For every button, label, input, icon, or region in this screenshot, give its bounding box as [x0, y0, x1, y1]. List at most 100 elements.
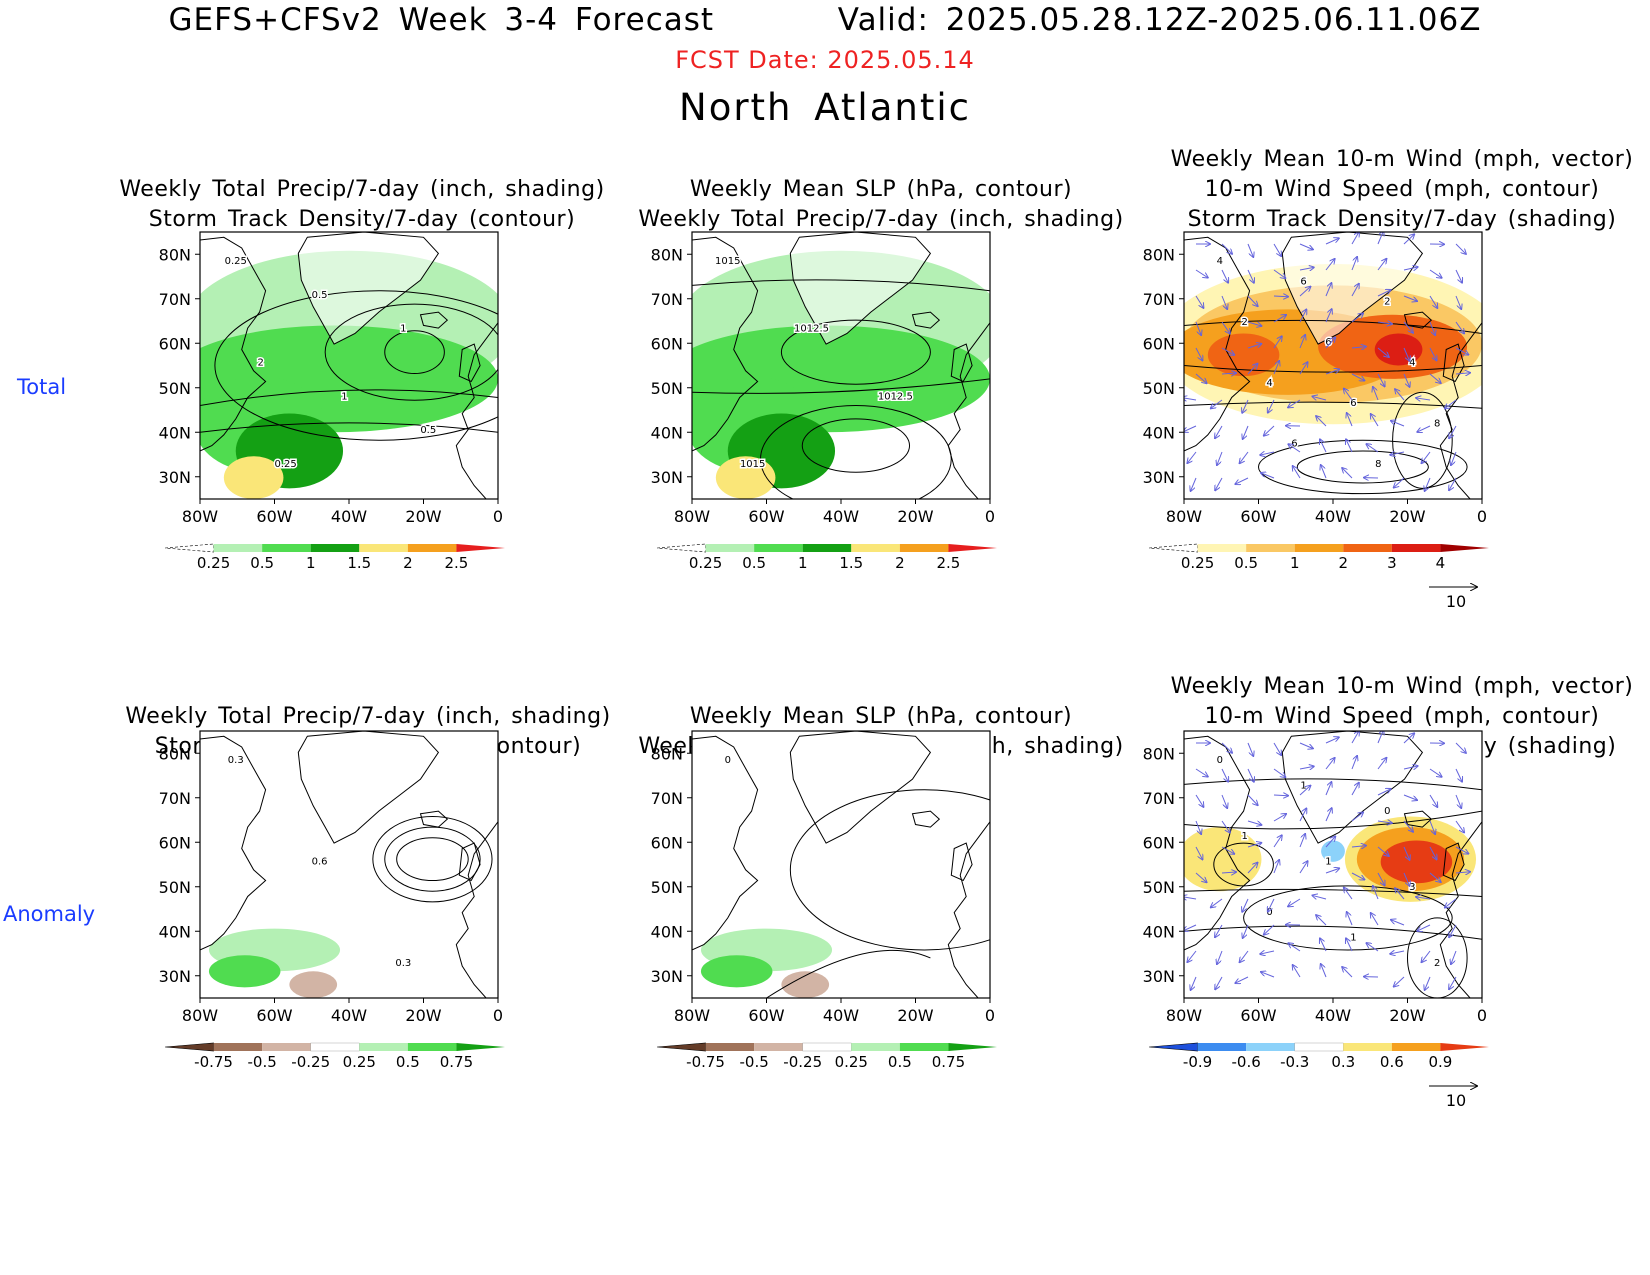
contour-line [1184, 401, 1482, 409]
wind-vector [1221, 768, 1228, 782]
shading-region [1380, 840, 1453, 884]
coastline-iceland [1403, 810, 1433, 828]
coastline-canada [1184, 236, 1251, 452]
wind-vector [1351, 313, 1363, 323]
contour-label: 2 [1241, 317, 1247, 328]
wind-vector [1247, 863, 1257, 874]
colorbar-label: 2 [1339, 554, 1349, 572]
wind-vector [1366, 444, 1379, 453]
region-title: North Atlantic [679, 86, 971, 129]
wind-vector [1299, 786, 1310, 796]
map-area: 0 [692, 731, 990, 998]
wind-vector [1247, 344, 1261, 349]
wind-vector [1373, 387, 1379, 401]
wind-vector [1455, 846, 1468, 854]
lon-tick-label: 60W [748, 1006, 784, 1025]
wind-vector [1429, 347, 1437, 360]
colorbar-label: 2 [895, 554, 905, 572]
wind-vector [1316, 416, 1327, 427]
colorbar-label: 0.5 [396, 1053, 420, 1071]
wind-vector [1299, 335, 1305, 349]
wind-vector [1221, 321, 1230, 334]
wind-vector [1449, 425, 1457, 438]
shading-region [1374, 333, 1423, 366]
wind-vector [1395, 888, 1405, 900]
wind-vector [1403, 373, 1410, 387]
lat-tick-label: 40N [651, 423, 683, 442]
lat-tick-label: 30N [1143, 468, 1175, 487]
wind-vector [1195, 846, 1202, 859]
lon-tick-label: 20W [897, 507, 933, 526]
wind-vector [1449, 477, 1457, 490]
colorbar-label: 0.5 [1234, 554, 1258, 572]
wind-vector [1242, 399, 1249, 413]
panel-title-wind-total: Weekly Mean 10-m Wind (mph, vector) 10-m … [1170, 147, 1634, 232]
lat-tick-label: 50N [1143, 878, 1175, 897]
wind-vector [1240, 451, 1249, 463]
wind-vector [1351, 846, 1366, 847]
wind-vector [1243, 924, 1249, 938]
lon-tick-label: 20W [1389, 1006, 1425, 1025]
lat-tick-label: 50N [651, 379, 683, 398]
contour-line [692, 378, 990, 394]
wind-vector [1351, 812, 1363, 822]
wind-vector [1247, 768, 1254, 782]
lon-tick-label: 0 [985, 507, 995, 526]
colorbar-swatch [754, 544, 803, 552]
colorbar-swatch [359, 544, 408, 552]
lat-tick-label: 70N [159, 290, 191, 309]
shading-region [208, 955, 281, 988]
wind-vector [1221, 347, 1234, 355]
lon-tick-label: 0 [985, 1006, 995, 1025]
contour-label: 4 [1266, 378, 1272, 389]
colorbar-swatch [407, 544, 457, 552]
valid-period: Valid: 2025.05.28.12Z-2025.06.11.06Z [837, 2, 1482, 38]
shading-region [289, 971, 338, 998]
panel-title-precip-anom: Weekly Total Precip/7-day (inch, shading… [125, 704, 611, 759]
map-frame [199, 231, 499, 500]
contour-label: 2 [1434, 958, 1440, 969]
wind-vector [1221, 820, 1230, 833]
wind-vector [1273, 361, 1279, 375]
wind-vector [1299, 267, 1314, 270]
wind-vector [1325, 238, 1339, 245]
colorbar-label: -0.75 [194, 1053, 233, 1071]
wind-vector [1264, 425, 1275, 436]
wind-vector [1377, 347, 1389, 357]
wind-vector [1247, 364, 1257, 375]
wind-vector [1184, 425, 1197, 432]
contour-label: 0.25 [225, 256, 247, 267]
lon-tick-label: 40W [1315, 507, 1351, 526]
colorbar-swatch [851, 1043, 900, 1051]
colorbar-label: 3 [1387, 554, 1397, 572]
coastline-europe [947, 321, 990, 499]
map-frame [691, 730, 991, 999]
wind-vector [1377, 373, 1385, 386]
wind-vector [1268, 898, 1275, 912]
coastline-canada [200, 236, 267, 452]
wind-vector [1240, 950, 1249, 962]
wind-vector [1273, 814, 1286, 822]
wind-vector [1342, 967, 1353, 978]
wind-vector [1377, 872, 1385, 885]
contour-line [1184, 925, 1482, 940]
wind-vector [1215, 477, 1223, 490]
wind-vector [1312, 396, 1327, 400]
colorbar-label: -0.75 [686, 1053, 725, 1071]
map-area: 0.30.60.3 [200, 731, 498, 998]
wind-vector [1325, 369, 1339, 375]
wind-vector [1455, 321, 1464, 333]
coastline-greenland [297, 232, 440, 345]
wind-vector [1455, 872, 1470, 873]
wind-vector [1261, 972, 1275, 978]
coastline-canada [200, 735, 267, 951]
wind-vector [1449, 924, 1457, 937]
wind-vector [1299, 243, 1313, 249]
wind-vector [1299, 310, 1306, 323]
wind-vector [1288, 399, 1301, 407]
colorbar-label: 0.25 [197, 554, 230, 572]
contour-line [1184, 778, 1482, 791]
wind-vector [1390, 452, 1405, 455]
colorbar-label: 0.25 [343, 1053, 376, 1071]
